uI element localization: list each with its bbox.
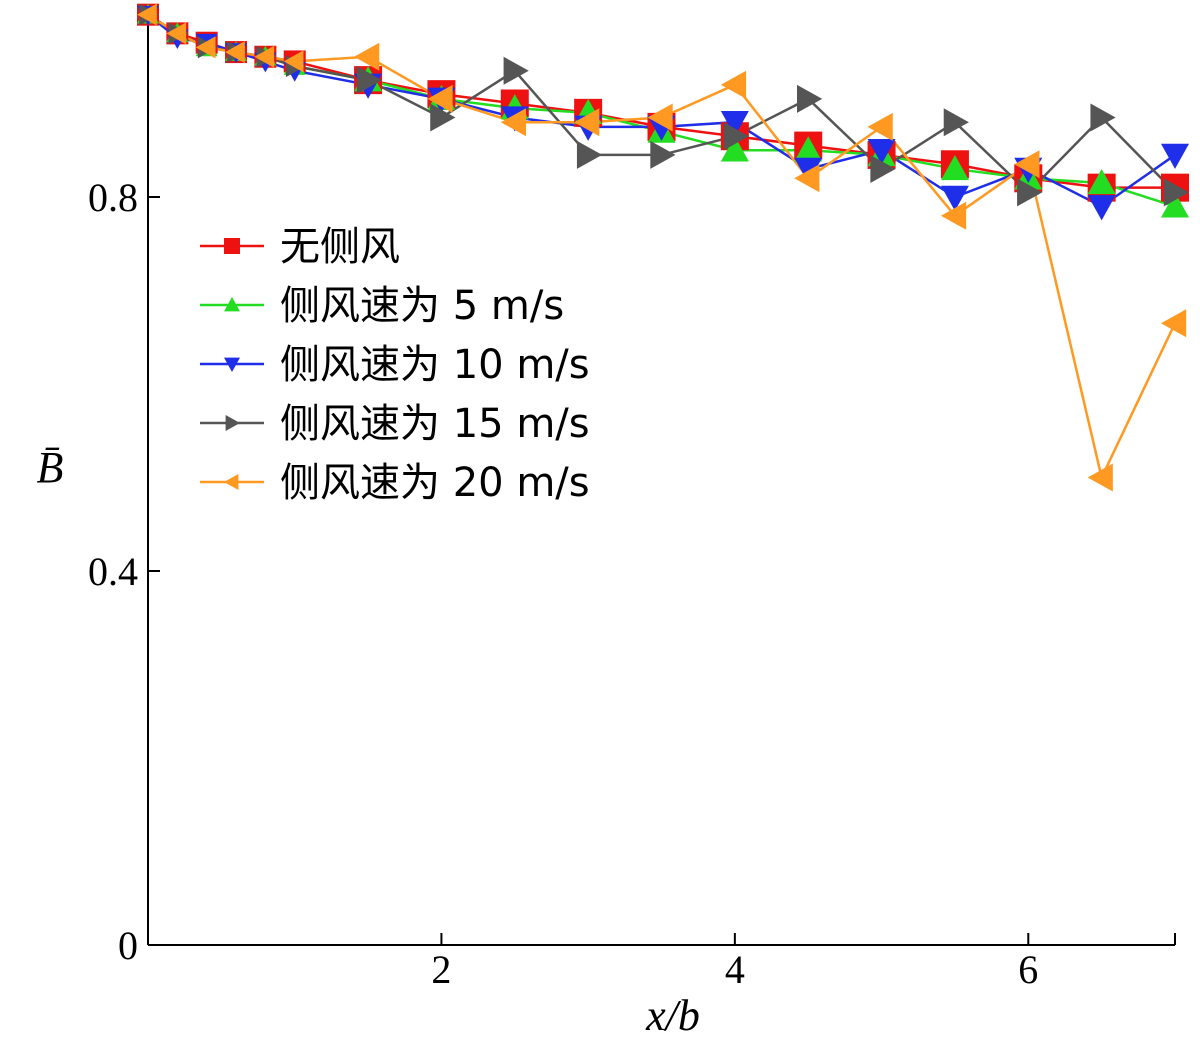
axes <box>147 10 1175 946</box>
y-axis-label: B̄ <box>37 443 64 492</box>
data-point-20-m-s <box>867 112 893 141</box>
data-point-15-m-s <box>943 108 969 137</box>
data-point-15-m-s <box>650 140 676 169</box>
legend-item: 无侧风 <box>200 224 400 270</box>
data-point-15-m-s <box>430 103 456 132</box>
data-point-20-m-s <box>647 103 673 132</box>
y-tick-label: 0.8 <box>88 175 138 220</box>
legend-item: 侧风速为 10 m/s <box>200 342 590 388</box>
data-point-15-m-s <box>576 140 603 169</box>
legend-marker <box>224 357 240 372</box>
data-point-20-m-s <box>137 3 157 26</box>
x-axis-label: x/b <box>645 991 700 1040</box>
data-point-10-m-s <box>720 111 749 137</box>
data-point-20-m-s <box>1161 309 1187 338</box>
data-point-20-m-s <box>574 108 600 137</box>
data-point-20-m-s <box>254 45 275 68</box>
legend-label: 侧风速为 10 m/s <box>280 342 590 388</box>
data-point-5-m-s <box>1087 168 1116 195</box>
data-point-20-m-s <box>940 201 967 230</box>
data-point-10-m-s <box>794 157 823 183</box>
data-point-15-m-s <box>723 122 749 151</box>
legend-marker <box>225 415 240 431</box>
legend-label: 侧风速为 5 m/s <box>280 283 564 329</box>
data-point-5-m-s <box>940 154 969 181</box>
legend-label: 侧风速为 15 m/s <box>280 401 590 447</box>
legend-label: 无侧风 <box>280 224 400 270</box>
x-tick-label: 6 <box>1018 947 1038 992</box>
data-point-15-m-s <box>1090 103 1116 132</box>
data-point-15-m-s <box>1017 178 1043 207</box>
data-point-20-m-s <box>720 70 747 99</box>
data-point-20-m-s <box>1087 463 1113 492</box>
data-point-15-m-s <box>1163 178 1189 207</box>
legend-item: 侧风速为 20 m/s <box>200 460 590 506</box>
data-point-20-m-s <box>195 36 216 59</box>
x-tick-label: 4 <box>725 947 745 992</box>
data-point-20-m-s <box>427 84 453 113</box>
legend-marker <box>224 238 240 254</box>
data-point-20-m-s <box>1014 150 1040 179</box>
data-point-5-m-s <box>720 136 749 162</box>
data-point-5-m-s <box>794 136 823 162</box>
data-point-15-m-s <box>503 56 529 85</box>
data-point-10-m-s <box>940 185 969 211</box>
data-point-10-m-s <box>1087 195 1116 221</box>
legend-marker <box>224 474 239 490</box>
legend-item: 侧风速为 5 m/s <box>200 283 564 329</box>
legend-marker <box>224 297 240 312</box>
data-point-20-m-s <box>500 108 526 137</box>
data-point-5-m-s <box>1161 192 1189 218</box>
data-point-20-m-s <box>225 41 245 64</box>
data-point-15-m-s <box>797 84 823 113</box>
legend-label: 侧风速为 20 m/s <box>280 460 590 506</box>
series-markers <box>137 3 1189 492</box>
data-point-10-m-s <box>867 139 896 165</box>
data-point-20-m-s <box>166 22 187 45</box>
legend-item: 侧风速为 15 m/s <box>200 401 590 447</box>
data-point-20-m-s <box>354 42 380 71</box>
x-tick-label: 2 <box>431 947 451 992</box>
data-point-15-m-s <box>356 66 383 95</box>
ticks: 2 4 6 0 0.4 0.8 <box>88 175 1176 992</box>
data-point-15-m-s <box>870 154 896 183</box>
y-tick-label: 0 <box>118 923 138 968</box>
data-point-20-m-s <box>794 164 820 193</box>
y-tick-label: 0.4 <box>88 549 138 594</box>
data-point-10-m-s <box>1161 143 1189 169</box>
data-point-20-m-s <box>283 50 304 73</box>
